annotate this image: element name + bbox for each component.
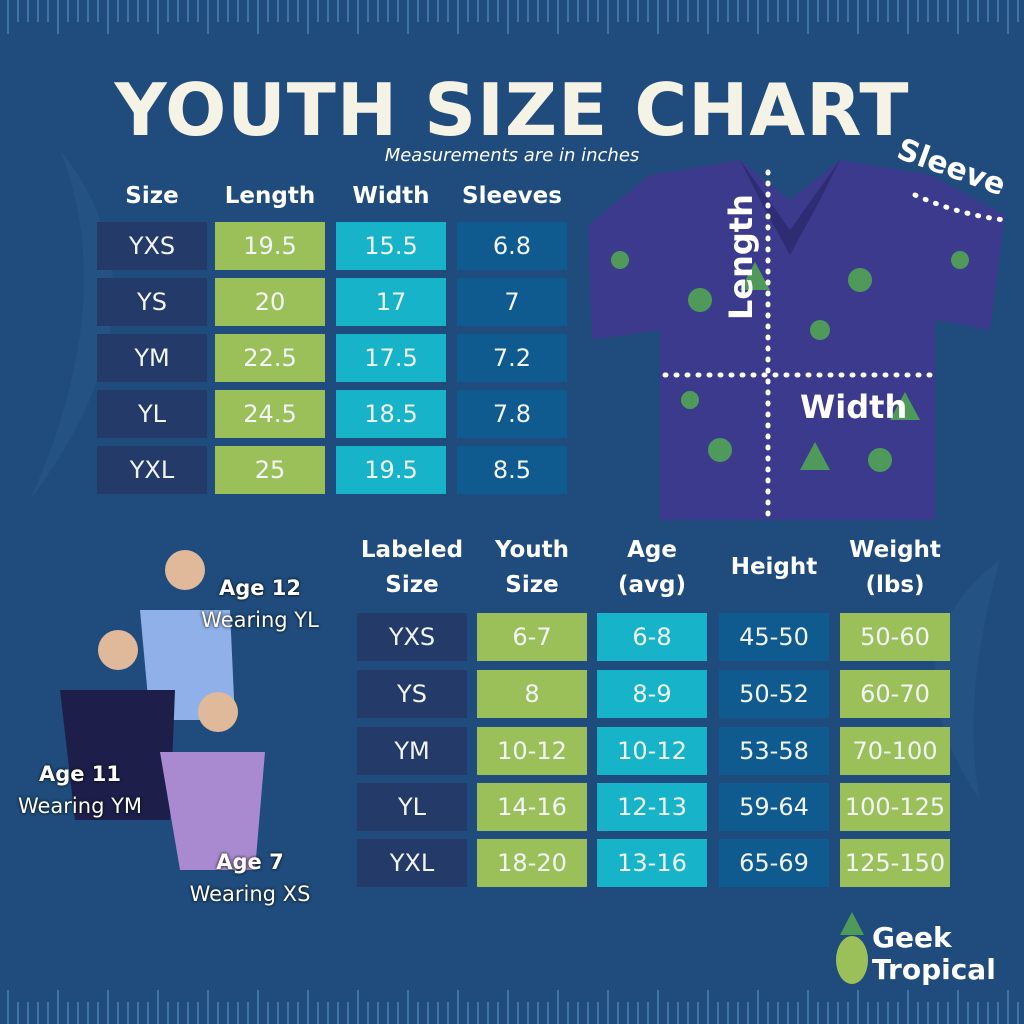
table-cell: YS <box>357 670 467 718</box>
shirt-diagram <box>588 160 1008 523</box>
table-cell: YL <box>97 390 207 438</box>
table-cell: 13-16 <box>597 839 707 887</box>
table-cell: YXL <box>357 839 467 887</box>
column-header: Height <box>730 554 818 581</box>
width-label: Width <box>800 388 908 426</box>
table-cell: 6-8 <box>597 613 707 661</box>
table-cell: YS <box>97 278 207 326</box>
model-size: Wearing YM <box>17 794 143 818</box>
model-size: Wearing XS <box>189 882 311 906</box>
table-cell: 70-100 <box>840 727 950 775</box>
table-cell: 17 <box>336 278 446 326</box>
table-cell: YL <box>357 783 467 831</box>
table-cell: 50-60 <box>840 613 950 661</box>
table-cell: 19.5 <box>215 222 325 270</box>
table-cell: 19.5 <box>336 446 446 494</box>
column-header: Sleeves <box>462 182 562 209</box>
table-cell: YM <box>357 727 467 775</box>
table-cell: 18.5 <box>336 390 446 438</box>
table-cell: 7 <box>457 278 567 326</box>
table-cell: 50-52 <box>719 670 829 718</box>
brand-line: Tropical <box>872 953 996 987</box>
brand: Geek Tropical <box>872 921 996 987</box>
title: YOUTH SIZE CHART <box>114 68 910 152</box>
table-cell: 6-7 <box>477 613 587 661</box>
table-cell: 100-125 <box>840 783 950 831</box>
model-age: Age 11 <box>38 762 122 786</box>
subtitle: Measurements are in inches <box>384 145 640 166</box>
table-cell: 8 <box>477 670 587 718</box>
column-header: Weight (lbs) <box>849 537 941 598</box>
table-cell: 8-9 <box>597 670 707 718</box>
table-cell: 14-16 <box>477 783 587 831</box>
table-cell: 22.5 <box>215 334 325 382</box>
table-cell: 60-70 <box>840 670 950 718</box>
table-cell: 17.5 <box>336 334 446 382</box>
column-header: Youth Size <box>494 537 570 598</box>
brand-logo <box>836 912 868 984</box>
table-cell: 15.5 <box>336 222 446 270</box>
column-header: Width <box>352 182 430 209</box>
table-cell: 20 <box>215 278 325 326</box>
table-cell: 7.2 <box>457 334 567 382</box>
table-cell: YM <box>97 334 207 382</box>
table-cell: 18-20 <box>477 839 587 887</box>
table-cell: 7.8 <box>457 390 567 438</box>
brand-line: Geek <box>872 921 952 954</box>
table-cell: 25 <box>215 446 325 494</box>
model-photos <box>60 550 265 870</box>
table-cell: 6.8 <box>457 222 567 270</box>
column-header: Labeled Size <box>360 537 464 598</box>
model-size: Wearing YL <box>201 608 319 632</box>
table-cell: 24.5 <box>215 390 325 438</box>
table-cell: 125-150 <box>840 839 950 887</box>
table-cell: 10-12 <box>597 727 707 775</box>
table-cell: 53-58 <box>719 727 829 775</box>
table-cell: 8.5 <box>457 446 567 494</box>
table-cell: 59-64 <box>719 783 829 831</box>
table-cell: YXL <box>97 446 207 494</box>
table-cell: 65-69 <box>719 839 829 887</box>
table-cell: YXS <box>357 613 467 661</box>
column-header: Age (avg) <box>617 537 686 598</box>
length-label: Length <box>722 194 760 320</box>
column-header: Size <box>125 182 179 209</box>
model-age: Age 12 <box>218 576 302 600</box>
model-age: Age 7 <box>216 850 284 874</box>
column-header: Length <box>224 182 316 209</box>
table-cell: 10-12 <box>477 727 587 775</box>
table-cell: YXS <box>97 222 207 270</box>
table-cell: 12-13 <box>597 783 707 831</box>
table-cell: 45-50 <box>719 613 829 661</box>
